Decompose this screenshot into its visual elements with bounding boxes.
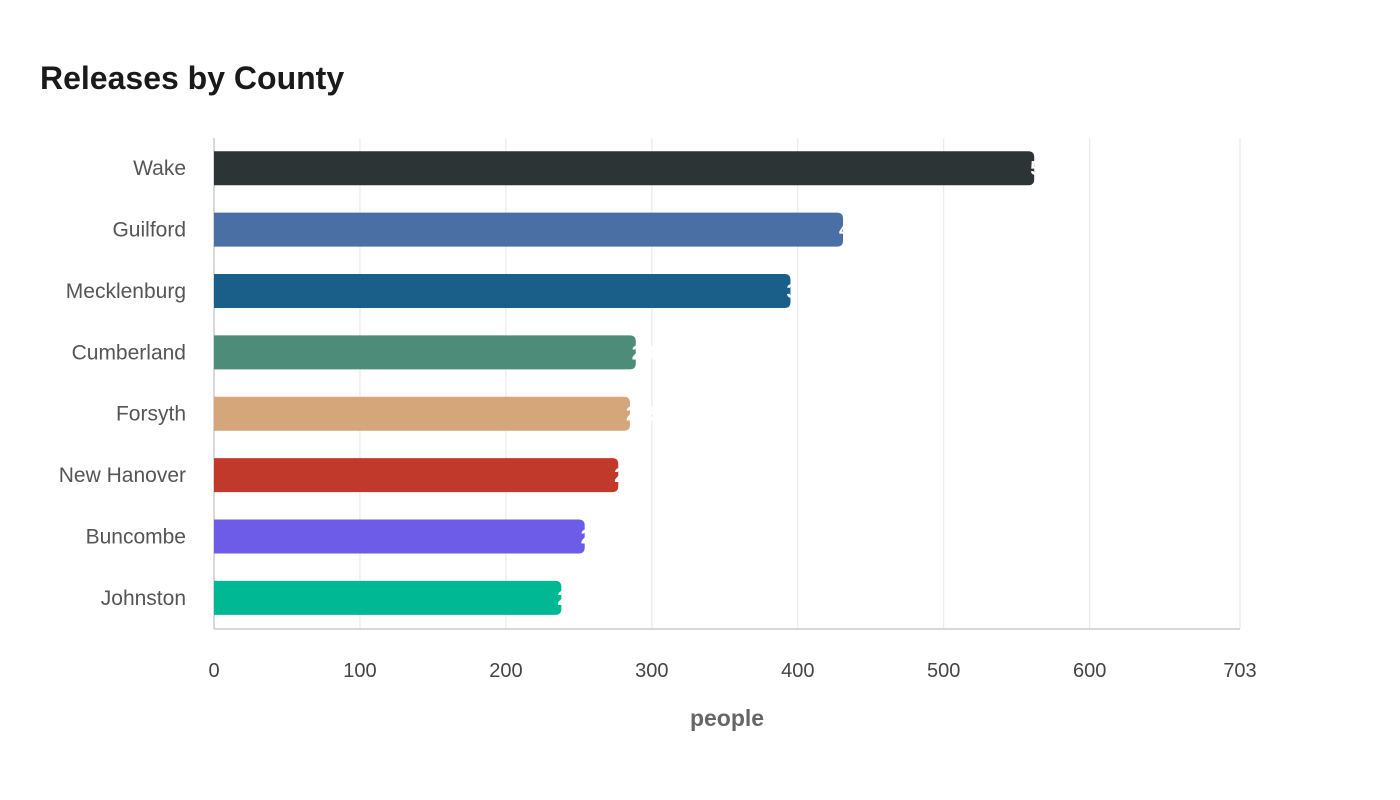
bar-value-label: 238 bbox=[557, 588, 590, 610]
category-labels: Wake Guilford Mecklenburg Cumberland Forsyth… bbox=[59, 157, 186, 610]
x-tick-label: 703 bbox=[1223, 660, 1256, 682]
bar-value-label: 254 bbox=[581, 526, 615, 548]
x-axis-title: people bbox=[690, 705, 764, 731]
bar-value-label: 431 bbox=[839, 220, 872, 242]
bar bbox=[214, 273, 791, 308]
x-tick-label: 100 bbox=[343, 660, 376, 682]
bar bbox=[214, 212, 844, 247]
category-label: Buncombe bbox=[86, 525, 186, 548]
grid-lines bbox=[359, 138, 1241, 629]
chart-title: Releases by County bbox=[40, 60, 345, 96]
bar-value-label: 289 bbox=[632, 342, 665, 364]
x-tick-label: 500 bbox=[927, 660, 960, 682]
category-label: Cumberland bbox=[72, 341, 186, 364]
bar bbox=[214, 519, 585, 554]
x-tick-label: 200 bbox=[489, 660, 522, 682]
category-label: Mecklenburg bbox=[66, 280, 186, 303]
x-tick-labels: 0 100 200 300 400 500 600 703 bbox=[208, 660, 1256, 682]
category-label: Wake bbox=[133, 157, 186, 180]
bar bbox=[214, 335, 636, 370]
bar bbox=[214, 151, 1035, 186]
bar bbox=[214, 580, 562, 615]
bar bbox=[214, 396, 630, 431]
bar-value-label: 277 bbox=[614, 465, 647, 487]
x-tick-label: 400 bbox=[781, 660, 814, 682]
bar bbox=[214, 458, 619, 493]
x-tick-label: 300 bbox=[635, 660, 668, 682]
category-label: Johnston bbox=[101, 587, 186, 610]
bar-value-label: 562 bbox=[1030, 158, 1063, 180]
bars: 562 431 395 289 285 277 254 238 bbox=[214, 151, 1064, 615]
category-label: Guilford bbox=[112, 219, 186, 242]
bar-value-label: 395 bbox=[786, 281, 819, 303]
category-label: Forsyth bbox=[116, 403, 186, 426]
x-tick-label: 600 bbox=[1073, 660, 1106, 682]
bar-value-label: 285 bbox=[626, 404, 659, 426]
x-tick-label: 0 bbox=[208, 660, 219, 682]
category-label: New Hanover bbox=[59, 464, 186, 487]
axes bbox=[213, 138, 1240, 630]
